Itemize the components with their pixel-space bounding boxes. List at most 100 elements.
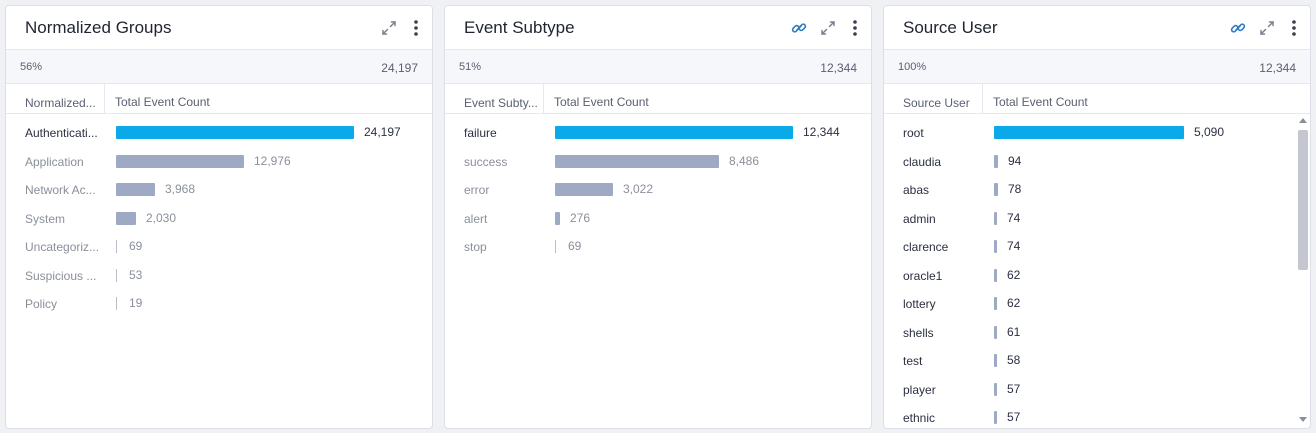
list-item[interactable]: Policy 19 xyxy=(6,289,432,317)
row-label: Policy xyxy=(25,297,58,311)
bar[interactable] xyxy=(994,183,998,196)
row-label: clarence xyxy=(903,240,949,254)
bar[interactable] xyxy=(116,154,244,168)
list-item[interactable]: System 2,030 xyxy=(6,204,432,232)
bar[interactable] xyxy=(994,211,997,225)
scrollbar[interactable] xyxy=(1298,116,1308,424)
summary-total: 24,197 xyxy=(381,61,418,75)
bar[interactable] xyxy=(116,183,155,196)
bar[interactable] xyxy=(994,154,998,168)
bar[interactable] xyxy=(994,325,997,339)
bar[interactable] xyxy=(555,211,560,225)
row-label: shells xyxy=(903,325,934,340)
list-item[interactable]: test 58 xyxy=(884,346,1310,374)
bar[interactable] xyxy=(555,240,556,253)
link-icon[interactable] xyxy=(789,18,809,38)
column-header-count[interactable]: Total Event Count xyxy=(554,95,649,109)
summary-percent: 100% xyxy=(898,61,927,73)
column-header-name[interactable]: Normalized... xyxy=(6,84,105,113)
row-value: 276 xyxy=(570,210,591,225)
bar[interactable] xyxy=(994,354,997,367)
panel-title: Source User xyxy=(903,18,998,37)
link-icon[interactable] xyxy=(1228,18,1248,38)
bar[interactable] xyxy=(116,240,117,253)
panel-title: Normalized Groups xyxy=(25,18,172,37)
bar[interactable] xyxy=(116,126,354,139)
list-item[interactable]: admin 74 xyxy=(884,204,1310,232)
row-label: Network Ac... xyxy=(25,183,96,197)
row-value: 53 xyxy=(129,267,143,282)
more-vertical-icon[interactable] xyxy=(845,18,865,38)
list-item[interactable]: player 57 xyxy=(884,375,1310,403)
list-item[interactable]: stop 69 xyxy=(445,232,871,260)
bar[interactable] xyxy=(994,240,997,253)
bar[interactable] xyxy=(555,154,719,168)
list-item[interactable]: Application 12,976 xyxy=(6,147,432,175)
row-value: 2,030 xyxy=(146,210,177,225)
expand-icon[interactable] xyxy=(379,18,399,38)
row-label: ethnic xyxy=(903,411,936,425)
scrollbar-thumb[interactable] xyxy=(1298,130,1308,270)
bar[interactable] xyxy=(555,183,613,196)
row-label: System xyxy=(25,211,66,226)
bar[interactable] xyxy=(994,297,997,310)
column-header-name[interactable]: Source User xyxy=(884,84,983,113)
column-header-count[interactable]: Total Event Count xyxy=(993,95,1088,109)
row-label: admin xyxy=(903,211,936,226)
bar[interactable] xyxy=(994,411,997,424)
bar[interactable] xyxy=(116,211,136,225)
list-item[interactable]: success 8,486 xyxy=(445,147,871,175)
list-item[interactable]: claudia 94 xyxy=(884,147,1310,175)
scroll-up-icon[interactable] xyxy=(1299,118,1307,123)
list-item[interactable]: oracle1 62 xyxy=(884,261,1310,289)
row-label: alert xyxy=(464,211,488,226)
bar[interactable] xyxy=(994,126,1184,139)
list-item[interactable]: Suspicious ... 53 xyxy=(6,261,432,289)
summary-bar: 51% 12,344 xyxy=(445,50,871,84)
bar[interactable] xyxy=(994,268,997,282)
panel-header: Event Subtype xyxy=(445,6,871,50)
bar[interactable] xyxy=(994,382,997,396)
row-value: 78 xyxy=(1008,182,1022,196)
scroll-down-icon[interactable] xyxy=(1299,417,1307,422)
expand-icon[interactable] xyxy=(1257,18,1277,38)
row-label: Uncategoriz... xyxy=(25,240,100,254)
row-value: 58 xyxy=(1007,353,1021,367)
column-header-name[interactable]: Event Subty... xyxy=(445,84,544,113)
list-item[interactable]: failure 12,344 xyxy=(445,118,871,146)
row-label: test xyxy=(903,354,923,368)
summary-total: 12,344 xyxy=(1259,61,1296,75)
summary-total: 12,344 xyxy=(820,61,857,75)
row-value: 19 xyxy=(129,296,143,310)
row-value: 12,344 xyxy=(803,125,840,139)
list-item[interactable]: root 5,090 xyxy=(884,118,1310,146)
row-value: 62 xyxy=(1007,267,1021,282)
column-header-count[interactable]: Total Event Count xyxy=(115,95,210,109)
row-label: root xyxy=(903,126,924,140)
row-value: 62 xyxy=(1007,296,1021,310)
list-item[interactable]: Network Ac... 3,968 xyxy=(6,175,432,203)
list-item[interactable]: Uncategoriz... 69 xyxy=(6,232,432,260)
row-value: 74 xyxy=(1007,239,1021,253)
row-label: success xyxy=(464,154,508,169)
row-label: error xyxy=(464,183,490,197)
panel-event-subtype: Event Subtype 51% 12,344 Event Subty... … xyxy=(444,5,872,429)
list-item[interactable]: lottery 62 xyxy=(884,289,1310,317)
row-value: 69 xyxy=(129,239,143,253)
bar[interactable] xyxy=(116,268,117,282)
more-vertical-icon[interactable] xyxy=(406,18,426,38)
more-vertical-icon[interactable] xyxy=(1284,18,1304,38)
row-value: 61 xyxy=(1007,324,1021,339)
expand-icon[interactable] xyxy=(818,18,838,38)
list-item[interactable]: clarence 74 xyxy=(884,232,1310,260)
list-item[interactable]: error 3,022 xyxy=(445,175,871,203)
list-item[interactable]: alert 276 xyxy=(445,204,871,232)
list-item[interactable]: abas 78 xyxy=(884,175,1310,203)
row-label: Application xyxy=(25,154,84,169)
bar[interactable] xyxy=(116,297,117,310)
list-item[interactable]: shells 61 xyxy=(884,318,1310,346)
bar[interactable] xyxy=(555,126,793,139)
list-item[interactable]: Authenticati... 24,197 xyxy=(6,118,432,146)
list-item[interactable]: ethnic 57 xyxy=(884,403,1310,428)
summary-percent: 51% xyxy=(459,61,482,73)
